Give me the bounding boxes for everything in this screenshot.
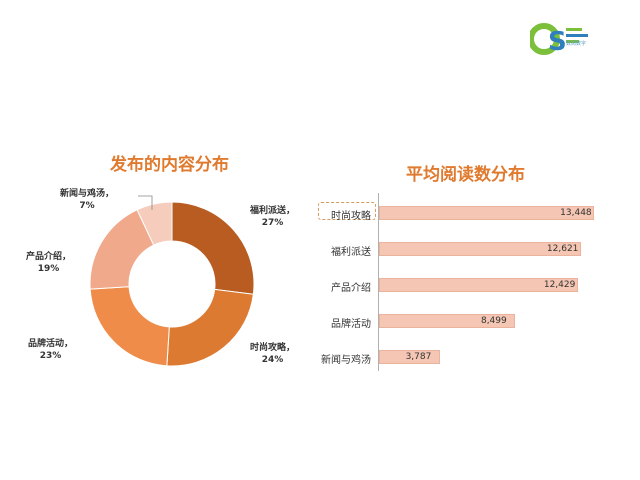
bar-value-label: 13,448 [560,208,592,218]
bar-axis-line [378,193,379,371]
brand-logo: S [530,23,588,57]
bar-category-label: 产品介绍 [331,283,371,294]
pie-data-label: 福利派送， 27% [250,205,295,229]
pie-data-label-line: 23% [39,351,62,361]
svg-text:S: S [548,27,567,57]
bar-value-label: 12,621 [546,244,579,254]
pie-data-label-line: 品牌活动， [28,339,74,349]
pie-slice [136,201,173,246]
pie-data-label: 时尚攻略， 24% [250,342,295,366]
highlight-box [318,202,376,220]
bar [379,206,595,220]
bar-category-label: 品牌活动 [331,319,371,330]
pie-slice [166,288,254,367]
bar-chart-title: 平均阅读数分布 [406,165,525,185]
pie-chart-title: 发布的内容分布 [110,155,229,175]
pie-data-label-line: 新闻与鸡汤， [60,189,115,199]
bar [379,278,578,292]
pie-leader-line [138,195,153,210]
bar [379,350,440,364]
pie-data-label-line: 27% [261,218,284,228]
pie-slice [171,201,255,295]
pie-data-label-line: 时尚攻略， [250,343,296,353]
pie-data-label: 产品介绍， 19% [26,251,71,275]
bar [379,242,581,256]
bar [379,314,515,328]
pie-data-label-line: 19% [37,264,60,274]
pie-data-label-line: 福利派送， [250,206,296,216]
bar-value-label: 8,499 [480,316,507,326]
bar-category-label: 时尚攻略 [331,211,371,222]
pie-slice [89,286,170,367]
pie-data-label-line: 7% [79,201,95,211]
bar-value-label: 12,429 [543,280,576,290]
pie-data-label: 新闻与鸡汤， 7% [60,188,114,212]
bar-value-label: 3,787 [405,352,432,362]
bar-category-label: 福利派送 [331,247,371,258]
pie-data-label-line: 24% [261,355,284,365]
brand-logo-subtitle: 数阅数字 [566,41,587,47]
pie-data-label: 品牌活动， 23% [28,338,73,362]
bar-category-label: 新闻与鸡汤 [321,355,371,366]
pie-data-label-line: 产品介绍， [26,252,72,262]
